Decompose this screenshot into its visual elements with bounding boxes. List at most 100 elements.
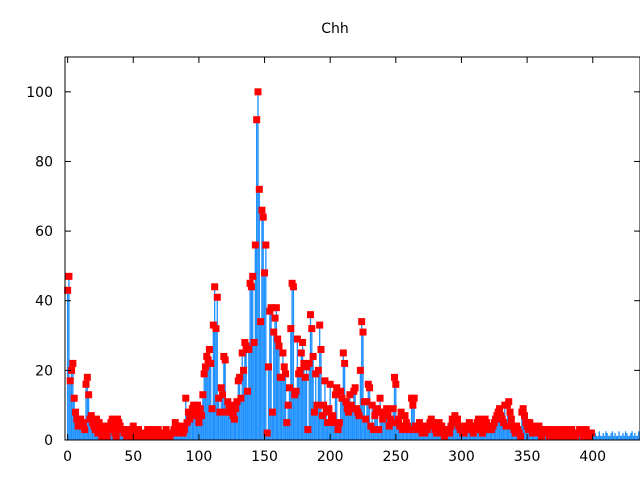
marker-point [383, 405, 391, 413]
marker-point [433, 429, 441, 437]
marker-point [320, 401, 328, 409]
marker-point [587, 429, 595, 437]
marker-point [267, 304, 275, 312]
marker-point [335, 419, 343, 427]
marker-point [526, 419, 534, 427]
marker-point [301, 373, 309, 381]
marker-point [272, 304, 280, 312]
marker-point [368, 401, 376, 409]
marker-point [238, 349, 246, 357]
marker-point [217, 384, 225, 392]
marker-point [519, 405, 527, 413]
x-tick-label: 0 [63, 449, 72, 465]
y-tick-label: 100 [26, 85, 53, 101]
marker-point [259, 213, 267, 221]
marker-point [215, 394, 223, 402]
marker-point [81, 426, 89, 434]
y-tick-label: 80 [35, 154, 53, 170]
marker-point [406, 426, 414, 434]
marker-point [330, 419, 338, 427]
marker-point [72, 408, 80, 416]
marker-point [253, 116, 261, 124]
marker-point [520, 412, 528, 420]
marker-point [341, 359, 349, 367]
marker-point [258, 206, 266, 214]
marker-point [410, 394, 418, 402]
marker-point [389, 405, 397, 413]
marker-point [282, 370, 290, 378]
marker-point [356, 366, 364, 374]
marker-point [359, 328, 367, 336]
marker-point [376, 394, 384, 402]
marker-point [346, 391, 354, 399]
marker-point [249, 272, 257, 280]
marker-point [409, 401, 417, 409]
marker-point [391, 373, 399, 381]
y-tick-label: 20 [35, 363, 53, 379]
marker-point [285, 384, 293, 392]
marker-point [392, 380, 400, 388]
marker-point [280, 363, 288, 371]
x-tick-label: 250 [382, 449, 409, 465]
marker-point [329, 412, 337, 420]
marker-point [446, 429, 454, 437]
marker-point [270, 328, 278, 336]
marker-point [180, 426, 188, 434]
marker-point [211, 283, 219, 291]
marker-point [201, 363, 209, 371]
marker-point [326, 380, 334, 388]
marker-point [69, 359, 77, 367]
marker-point [262, 241, 270, 249]
marker-point [370, 426, 378, 434]
marker-point [333, 384, 341, 392]
marker-point [200, 370, 208, 378]
marker-point [205, 345, 213, 353]
y-tick-label: 60 [35, 224, 53, 240]
y-tick-label: 40 [35, 294, 53, 310]
marker-point [475, 415, 483, 423]
x-tick-label: 50 [124, 449, 142, 465]
marker-point [397, 408, 405, 416]
marker-point [438, 422, 446, 430]
marker-point [362, 415, 370, 423]
marker-point [106, 426, 114, 434]
marker-point [496, 405, 504, 413]
marker-point [296, 366, 304, 374]
marker-point [251, 241, 259, 249]
marker-point [271, 314, 279, 322]
x-axis: 0 50 100 150 200 250 300 350 400 [63, 57, 606, 465]
marker-point [230, 415, 238, 423]
marker-point [257, 318, 265, 326]
marker-point [261, 269, 269, 277]
marker-point [95, 419, 103, 427]
marker-point [318, 412, 326, 420]
marker-point [237, 394, 245, 402]
marker-point [358, 318, 366, 326]
marker-point [254, 88, 262, 96]
marker-point [415, 419, 423, 427]
marker-point [337, 387, 345, 395]
marker-point [255, 185, 263, 193]
marker-point [363, 398, 371, 406]
marker-point [440, 433, 448, 441]
marker-point [394, 415, 402, 423]
marker-point [507, 415, 515, 423]
marker-point [375, 426, 383, 434]
marker-point [355, 412, 363, 420]
marker-point [70, 394, 78, 402]
marker-point [310, 408, 318, 416]
marker-point [224, 398, 232, 406]
marker-point [338, 394, 346, 402]
x-tick-label: 300 [448, 449, 475, 465]
x-tick-label: 150 [251, 449, 278, 465]
marker-point [309, 352, 317, 360]
marker-point [187, 412, 195, 420]
marker-point [232, 405, 240, 413]
marker-point [331, 391, 339, 399]
marker-point [64, 286, 72, 294]
marker-point [506, 408, 514, 416]
marker-point [289, 283, 297, 291]
marker-point [388, 419, 396, 427]
marker-point [299, 339, 307, 347]
marker-point [345, 408, 353, 416]
